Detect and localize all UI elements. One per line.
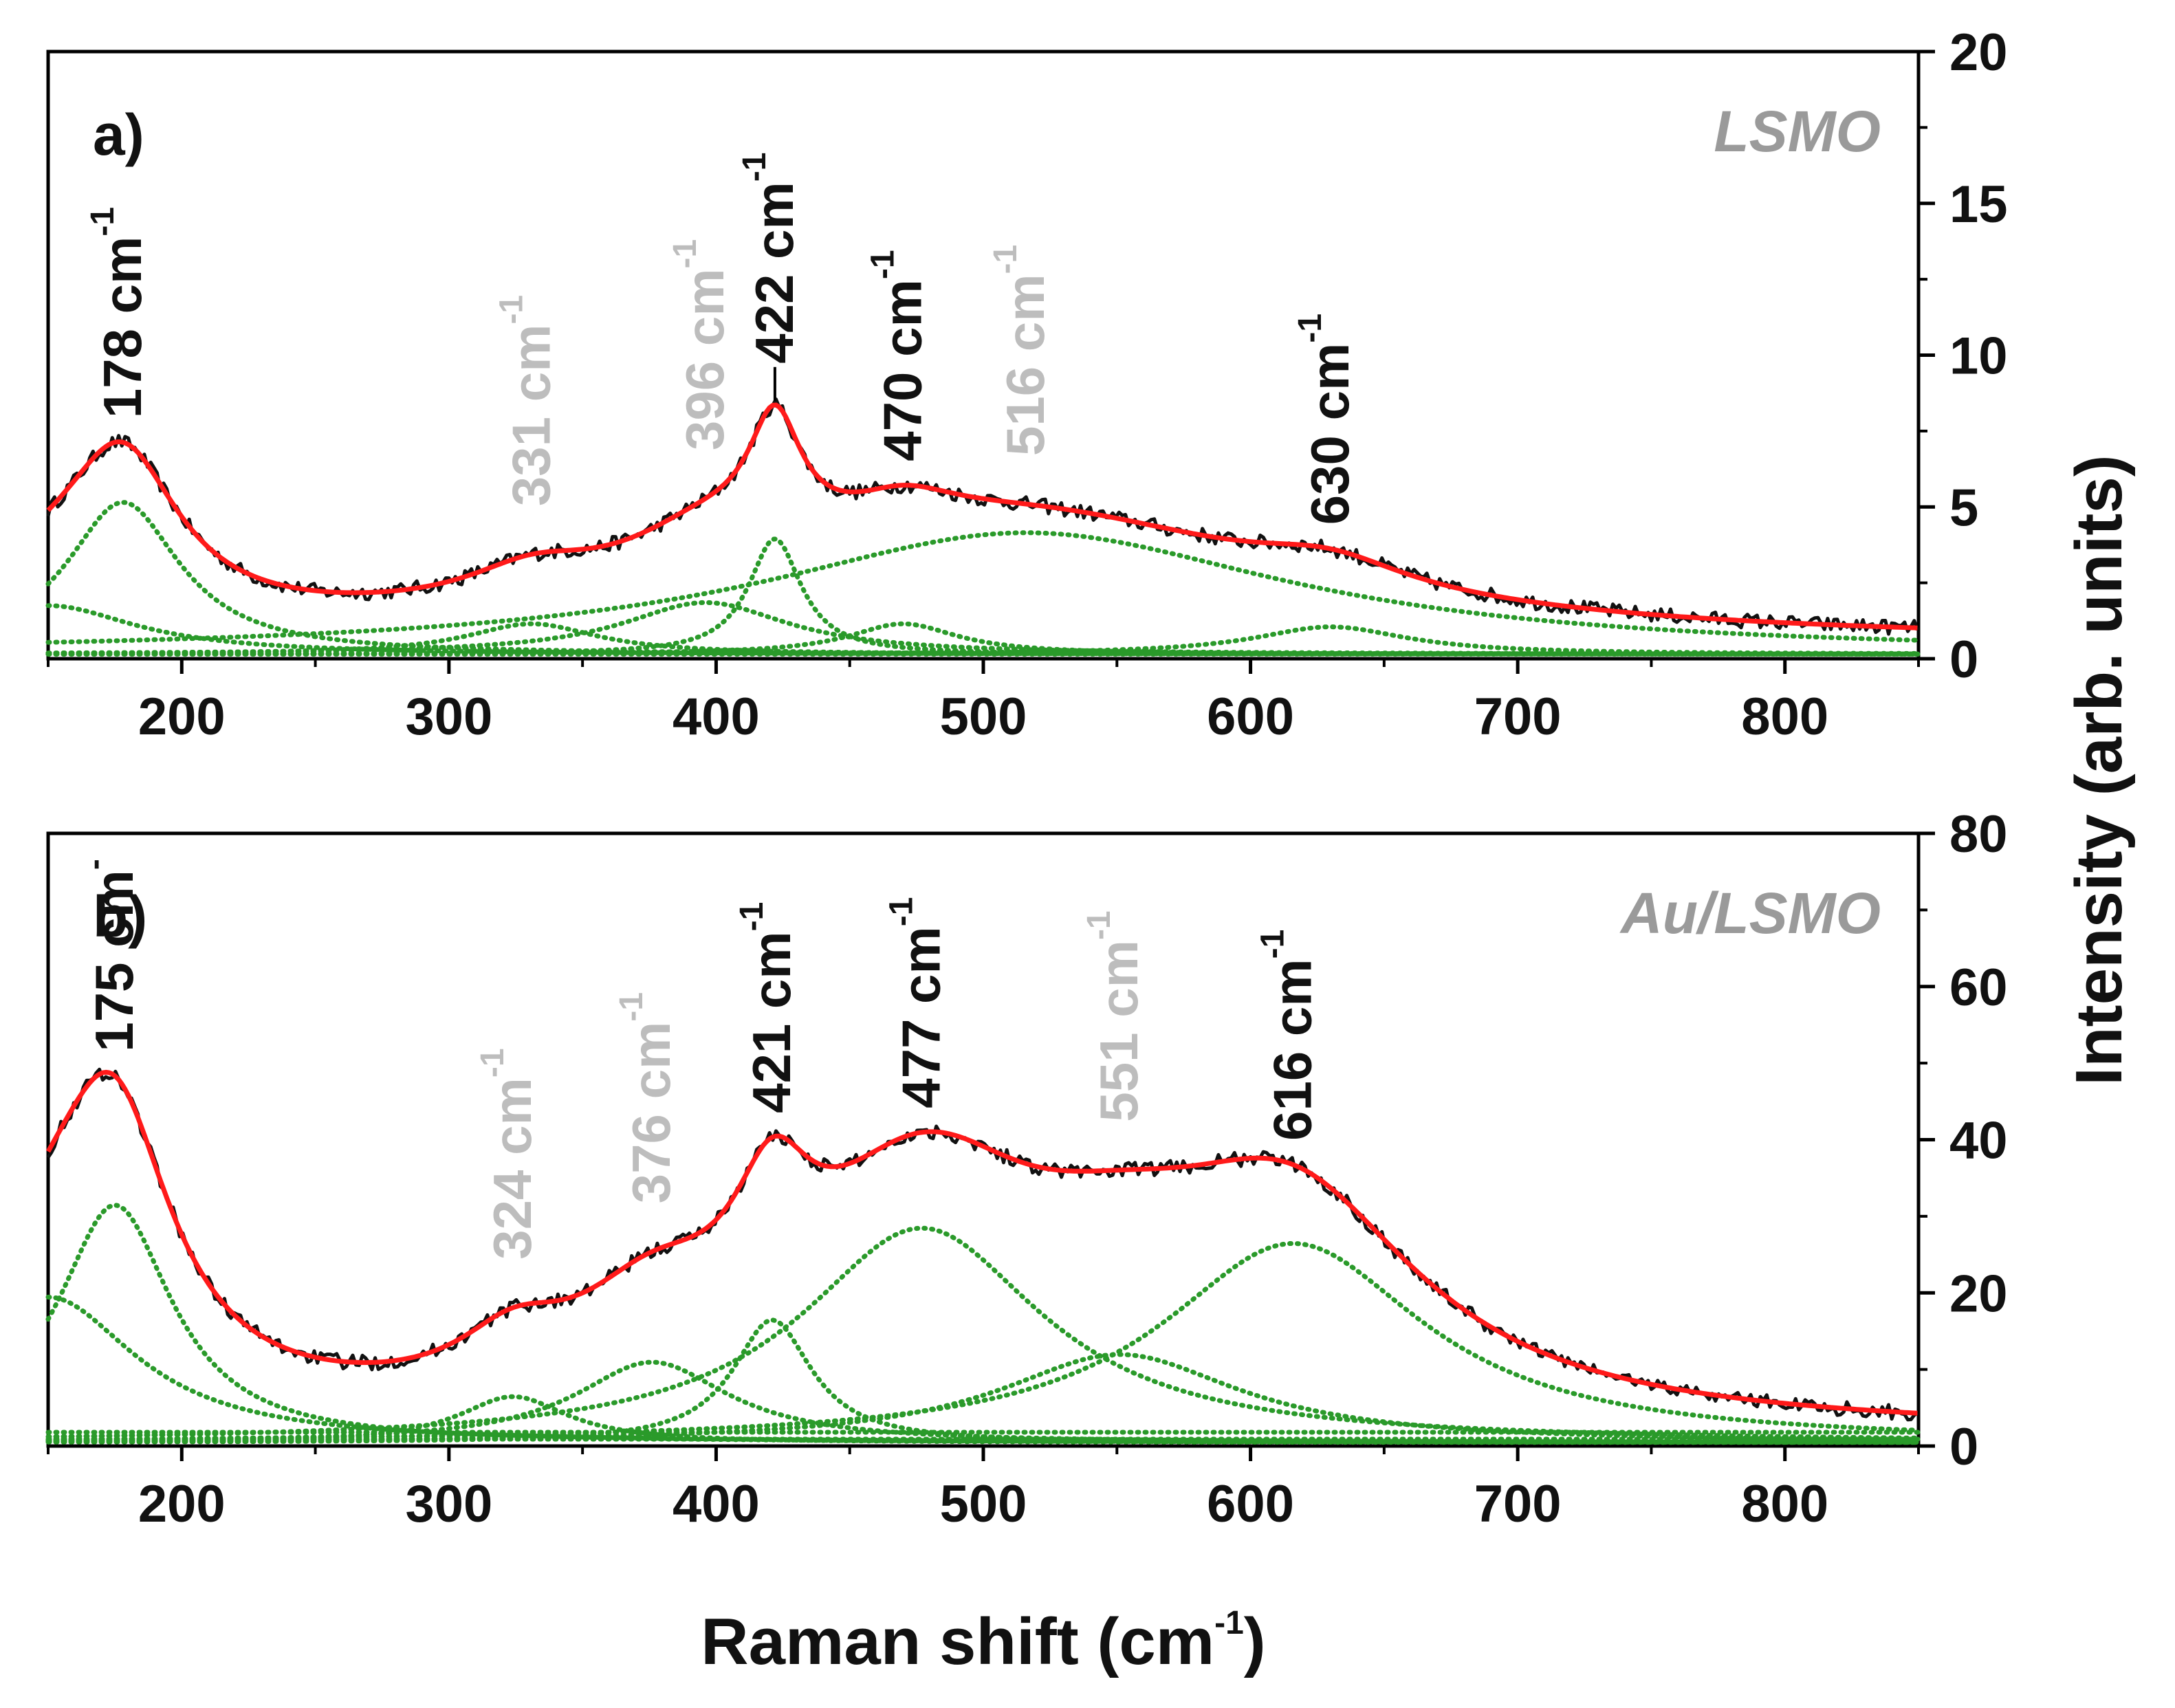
peak-label-sup: -1 (734, 902, 770, 932)
peak-label-text: 175 cm (84, 870, 144, 1052)
panel-label: b) (93, 884, 147, 949)
x-tick-label: 600 (1207, 1475, 1294, 1533)
y-tick-label: 10 (1949, 327, 2008, 386)
peak-label: 421 cm-1 (734, 902, 802, 1113)
peak-label-text: 630 cm (1300, 343, 1360, 525)
x-axis-title-sup: -1 (1214, 1605, 1244, 1641)
panel-a-lsmo: 200 300 400 500 600 700 800 0 5 10 15 20 a) LSMO 178 c… (45, 23, 2008, 746)
x-tick-label: 500 (940, 688, 1027, 746)
x-tick-label: 200 (138, 1475, 226, 1533)
measured-spectrum (46, 397, 1919, 636)
fit-component-curve (45, 1203, 1920, 1445)
peak-label-sup: -1 (736, 153, 773, 182)
peak-label: 516 cm-1 (987, 245, 1056, 456)
x-axis-title: Raman shift (cm-1) (701, 1605, 1265, 1678)
peak-label-text: 616 cm (1263, 959, 1323, 1141)
peak-label: 470 cm-1 (864, 250, 932, 461)
y-tick-label: 5 (1949, 479, 1978, 537)
x-tick-label: 400 (673, 688, 760, 746)
x-tick-label: 300 (405, 1475, 492, 1533)
fit-component-curve (45, 1240, 1920, 1442)
peak-label-sup: -1 (1255, 930, 1291, 959)
peak-label-text: 551 cm (1089, 940, 1149, 1122)
peak-label-sup: -1 (1292, 314, 1329, 343)
y-tick-label: 20 (1949, 23, 2008, 82)
peak-label-sup: -1 (474, 1048, 511, 1077)
x-tick-label: 800 (1741, 688, 1828, 746)
y-tick-label: 20 (1949, 1264, 2008, 1323)
y-tick-label: 0 (1949, 631, 1978, 689)
peak-label-text: 421 cm (741, 931, 802, 1113)
x-tick-label: 700 (1474, 688, 1562, 746)
fit-component-curve (45, 603, 1920, 657)
y-axis-title: Intensity (arb. units) (2062, 455, 2136, 1085)
peak-label: 324 cm-1 (474, 1048, 543, 1259)
panel-b-au-lsmo: 200 300 400 500 600 700 800 0 20 40 60 80 b) Au/LSMO 1… (45, 805, 2008, 1533)
x-tick-label: 200 (138, 688, 226, 746)
fit-component-curve (45, 1294, 1920, 1445)
peak-label: 616 cm-1 (1255, 930, 1323, 1141)
measured-spectrum (46, 1067, 1919, 1422)
panel-label: a) (93, 102, 144, 167)
sample-label: LSMO (1714, 99, 1881, 164)
x-axis-title-close: ) (1244, 1605, 1266, 1678)
peak-label: 422 cm-1 (736, 153, 805, 364)
peak-label: 178 cm-1 (85, 207, 153, 418)
peak-label: 175 cm- (76, 859, 144, 1052)
peak-label-sup: -1 (1081, 910, 1117, 940)
fitted-spectrum (46, 402, 1918, 631)
peak-label-sup: -1 (884, 897, 920, 927)
fit-component-curve (45, 1225, 1920, 1441)
x-tick-label: 300 (405, 688, 492, 746)
peak-label: 396 cm-1 (667, 239, 735, 450)
x-tick-label: 700 (1474, 1475, 1562, 1533)
peak-label: 477 cm-1 (884, 897, 952, 1108)
y-tick-label: 15 (1949, 175, 2008, 234)
peak-label-sup: - (76, 859, 113, 870)
peak-label-text: 516 cm (995, 274, 1056, 456)
peak-label-sup: -1 (987, 245, 1024, 274)
peak-label-sup: -1 (613, 992, 650, 1022)
peak-label-text: 470 cm (872, 279, 932, 461)
peak-label-sup: -1 (85, 207, 121, 237)
peak-label-sup: -1 (667, 239, 703, 269)
x-axis-title-main: Raman shift (cm (701, 1605, 1214, 1678)
y-tick-label: 40 (1949, 1112, 2008, 1170)
peak-label: 551 cm-1 (1081, 910, 1149, 1121)
y-tick-label: 0 (1949, 1418, 1978, 1476)
fit-component-curve (45, 530, 1920, 645)
peak-label-text: 477 cm (891, 926, 952, 1108)
peak-label-text: 376 cm (621, 1022, 681, 1204)
peak-label-sup: -1 (864, 250, 901, 279)
peak-label-text: 324 cm (482, 1077, 543, 1260)
peak-label-text: 396 cm (675, 268, 735, 450)
peak-label: 376 cm-1 (613, 992, 681, 1203)
peak-label: 630 cm-1 (1292, 314, 1360, 525)
x-tick-label: 500 (940, 1475, 1027, 1533)
peak-label-text: 178 cm (92, 237, 153, 419)
x-tick-label: 600 (1207, 688, 1294, 746)
y-tick-label: 60 (1949, 959, 2008, 1017)
peak-label: 331 cm-1 (493, 295, 561, 506)
peak-label-text: 422 cm (744, 182, 805, 364)
y-tick-label: 80 (1949, 805, 2008, 864)
sample-label: Au/LSMO (1619, 881, 1881, 945)
plot-frame (46, 50, 1921, 661)
x-tick-label: 400 (673, 1475, 760, 1533)
peak-label-text: 331 cm (501, 325, 561, 507)
peak-label-sup: -1 (493, 295, 529, 325)
x-tick-label: 800 (1741, 1475, 1828, 1533)
fitted-spectrum (45, 1069, 1918, 1416)
